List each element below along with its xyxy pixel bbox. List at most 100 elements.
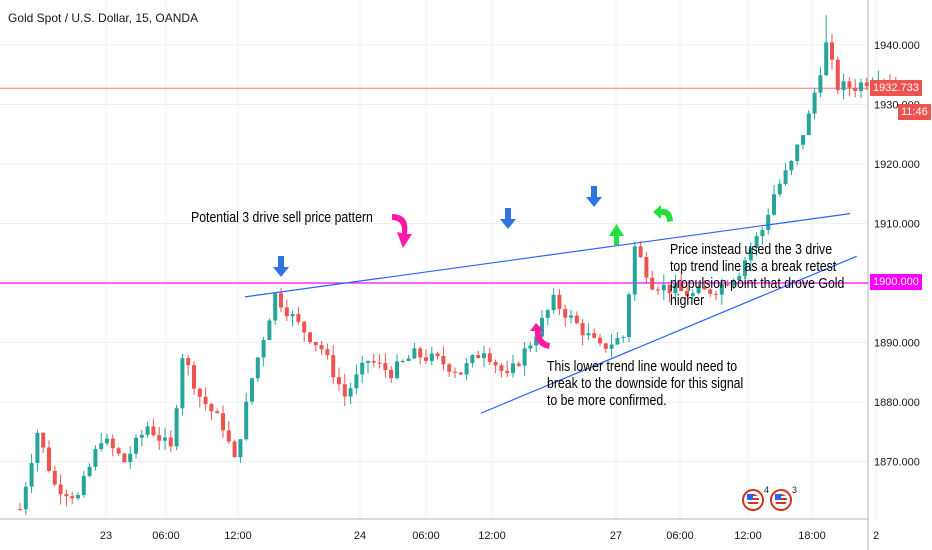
candle-body: [93, 449, 98, 467]
candle-body: [331, 355, 336, 378]
candle-body: [696, 287, 701, 294]
candle-body: [313, 342, 318, 346]
candle-body: [644, 257, 649, 278]
candle-body: [714, 293, 718, 295]
annotation-lower-trend-line: This lower trend line would need to brea…: [547, 358, 744, 409]
candle-body: [279, 293, 283, 308]
x-tick-label: 06:00: [666, 530, 694, 542]
candle-body: [87, 466, 92, 476]
candle-body: [383, 363, 388, 371]
candle-body: [354, 374, 359, 389]
candle-body: [302, 321, 307, 333]
candle-body: [812, 92, 817, 114]
candle-body: [737, 276, 742, 281]
candle-body: [23, 486, 28, 510]
candle-body: [685, 291, 689, 296]
candle-body: [864, 82, 869, 87]
candle-body: [342, 384, 347, 397]
candle-body: [551, 294, 556, 311]
candle-body: [261, 340, 266, 358]
candle-body: [395, 361, 399, 379]
us-flag-icon[interactable]: 3: [770, 485, 797, 511]
candle-body: [41, 432, 46, 448]
chart-title: Gold Spot / U.S. Dollar, 15, OANDA: [8, 11, 199, 25]
candle-body: [180, 358, 185, 409]
candle-body: [284, 307, 289, 317]
candle-body: [273, 293, 278, 321]
candle-body: [418, 348, 423, 358]
candle-body: [522, 348, 527, 366]
candle-body: [627, 294, 631, 338]
candle-body: [563, 308, 568, 318]
candle-body: [128, 453, 133, 463]
x-tick-label: 12:00: [478, 530, 506, 542]
event-count: 3: [792, 485, 798, 495]
down-arrow-icon: [500, 208, 516, 229]
us-flag-icon[interactable]: 4: [742, 485, 769, 511]
y-tick-label: 1870.000: [874, 457, 920, 469]
candle-body: [511, 363, 515, 374]
candle-body: [435, 353, 440, 357]
candle-body: [580, 323, 585, 336]
candle-body: [47, 447, 51, 471]
candle-body: [841, 81, 846, 91]
candle-body: [528, 345, 533, 349]
candle-body: [192, 365, 196, 389]
candle-body: [122, 453, 127, 463]
candle-body: [203, 396, 208, 405]
candle-body: [52, 470, 57, 485]
candle-body: [801, 135, 805, 145]
candle-body: [296, 314, 301, 322]
candle-body: [99, 443, 104, 450]
up-arrow-icon: [609, 224, 624, 245]
candle-body: [400, 361, 405, 363]
candle-body: [574, 315, 579, 324]
event-count: 4: [764, 485, 770, 495]
candle-body: [453, 371, 457, 373]
candle-body: [267, 320, 272, 341]
flag-icon: [775, 494, 787, 506]
candle-body: [621, 337, 626, 339]
candle-body: [226, 430, 231, 442]
candle-body: [853, 87, 858, 91]
candle-body: [157, 435, 162, 441]
lower-trend-line[interactable]: [480, 255, 857, 414]
candle-body: [139, 434, 144, 438]
candle-body: [458, 372, 463, 375]
x-tick-label: 06:00: [412, 530, 440, 542]
candle-body: [540, 317, 544, 337]
candle-body: [221, 413, 225, 431]
down-arrow-icon: [273, 256, 289, 277]
candle-body: [81, 475, 86, 495]
annotation-3-drive-pattern: Potential 3 drive sell price pattern: [191, 209, 373, 226]
candle-body: [325, 349, 330, 356]
candle-body: [377, 362, 382, 364]
candle-body: [731, 280, 736, 286]
candle-body: [777, 183, 782, 195]
candle-body: [806, 113, 811, 136]
candle-body: [424, 357, 428, 361]
candle-body: [412, 348, 417, 359]
candle-body: [673, 283, 678, 294]
candle-body: [447, 364, 452, 372]
candle-body: [29, 463, 34, 487]
x-tick-label: 2: [873, 530, 879, 542]
candle-body: [725, 284, 730, 286]
current-price-tag: 1932.733: [870, 80, 922, 96]
candle-body: [748, 247, 753, 261]
countdown-tag: 11:46: [898, 104, 931, 120]
candle-body: [134, 437, 138, 454]
candle-body: [586, 333, 591, 336]
x-tick-label: 27: [610, 530, 622, 542]
candle-body: [702, 287, 707, 290]
y-tick-label: 1940.000: [874, 40, 920, 52]
candle-body: [186, 358, 191, 366]
candle-body: [789, 161, 794, 171]
candle-body: [766, 214, 771, 230]
candle-body: [348, 388, 353, 397]
candle-body: [661, 284, 666, 291]
candle-body: [487, 353, 492, 363]
upper-trend-line[interactable]: [244, 213, 851, 298]
candle-body: [197, 388, 202, 397]
